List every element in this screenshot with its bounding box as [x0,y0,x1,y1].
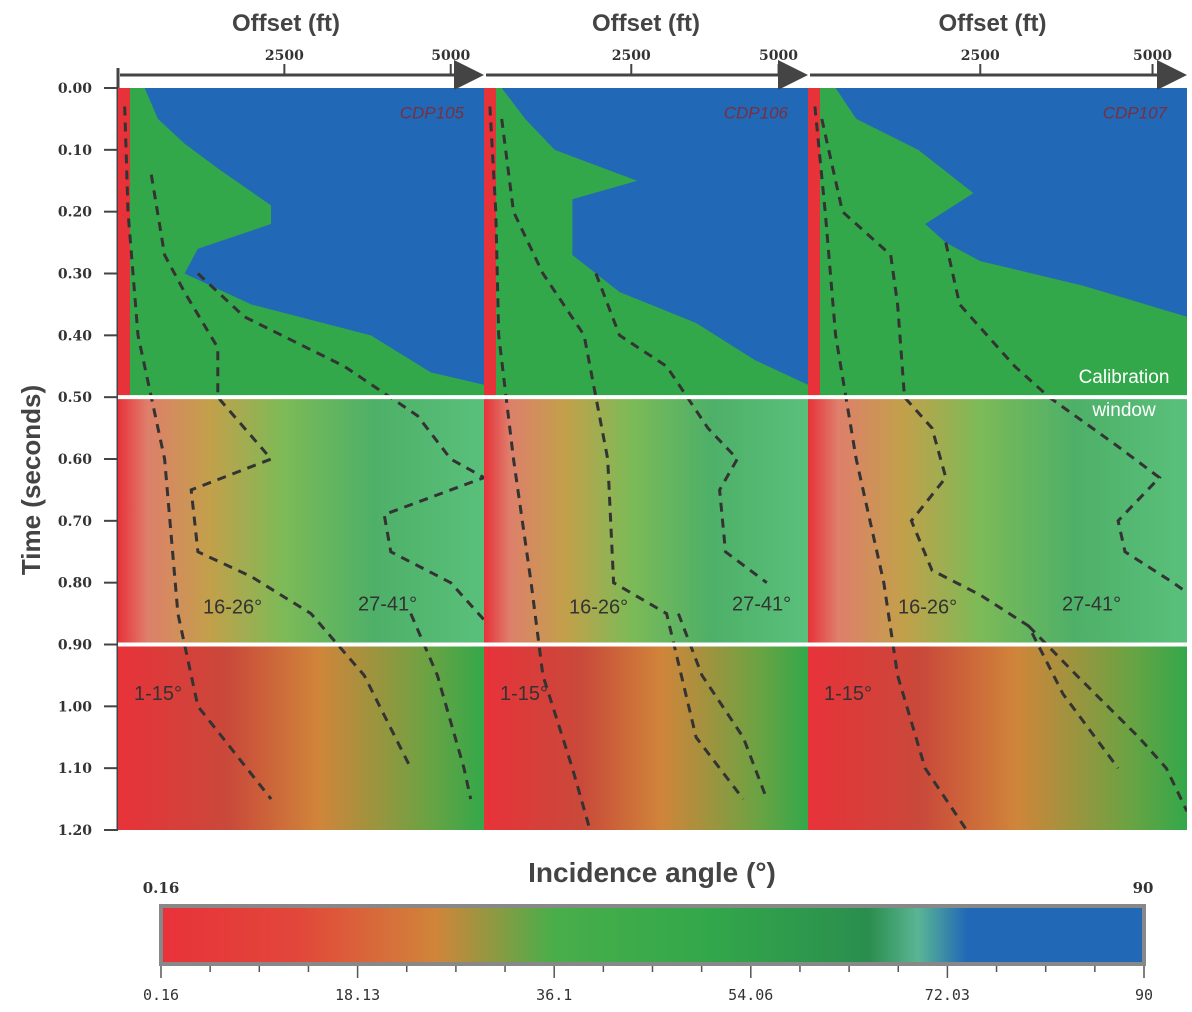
angle-contour [196,272,484,621]
angle-contour [149,174,413,769]
y-tick-label: 1.10 [58,761,92,777]
zone-label: 27-41° [358,593,417,615]
y-tick-label: 0.30 [58,267,92,283]
y-tick-label: 0.90 [58,638,92,654]
calibration-zone-field [484,397,808,645]
colorbar-tick-label: 90 [1135,986,1153,1004]
angle-contour [944,242,1187,595]
y-tick-label: 1.20 [58,823,92,839]
near-offset-stripe [484,88,496,398]
y-tick-label: 0.10 [58,143,92,159]
panel-cdp105: CDP105 1-15° 16-26° 27-41° Offset (ft) 2500 50… [118,10,484,830]
window-label: window [1091,400,1156,421]
zone-label: 16-26° [898,597,957,619]
panel-body [118,88,484,830]
y-tick-label: 0.80 [58,576,92,592]
y-axis-ticks: 0.00 0.10 0.20 0.30 0.40 0.50 0.60 0.70 0.80 0.90… [58,68,120,839]
zone-label: 27-41° [732,593,791,615]
panel-body [484,88,808,830]
panel-cdp107: CDP107 1-15° 16-26° 27-41° Offset (ft) 2500 50… [808,10,1187,830]
colorbar-ticks: 0.16 18.13 36.1 54.06 72.03 90 [143,966,1153,1004]
panel-body [808,88,1187,830]
zone-label: 16-26° [569,597,628,619]
near-offset-stripe [118,88,130,398]
y-tick-label: 0.60 [58,452,92,468]
colorbar-tick-label: 36.1 [536,986,572,1004]
zone-label: 1-15° [134,683,182,705]
angle-contour [1027,624,1187,813]
near-offset-stripe [808,88,820,398]
zone-label: 27-41° [1062,593,1121,615]
x-tick-label: 5000 [431,48,470,64]
x-axis-label: Offset (ft) [232,10,340,37]
large-angle-zone [144,88,484,385]
colorbar-max-label: 90 [1133,879,1154,897]
x-tick-label: 2500 [961,48,1000,64]
panel-cdp106: CDP106 1-15° 16-26° 27-41° Offset (ft) 2500 50… [484,10,808,830]
zone-label: 16-26° [203,597,262,619]
y-tick-label: 1.00 [58,699,92,715]
colorbar-tick-label: 72.03 [925,986,970,1004]
small-angle-zone [484,644,808,830]
calibration-label: Calibration [1079,367,1170,388]
colorbar-min-label: 0.16 [143,879,180,897]
large-angle-zone [835,88,1187,317]
colorbar [159,904,1146,966]
x-tick-label: 2500 [265,48,304,64]
colorbar-tick-label: 54.06 [728,986,773,1004]
zone-label: 1-15° [500,683,548,705]
y-tick-label: 0.50 [58,390,92,406]
colorbar-tick-label: 18.13 [335,986,380,1004]
angle-contour [488,106,592,830]
cdp-label: CDP105 [400,104,465,123]
x-tick-label: 5000 [1133,48,1172,64]
colorbar-tick-label: 0.16 [143,986,179,1004]
large-angle-zone [501,88,808,385]
small-angle-zone [118,644,484,830]
angle-contour [594,272,768,584]
angle-contour [500,118,745,801]
y-tick-label: 0.40 [58,328,92,344]
y-axis-label: Time (seconds) [16,385,46,575]
y-tick-label: 0.20 [58,205,92,221]
y-tick-label: 0.70 [58,514,92,530]
calibration-zone-field [118,397,484,645]
panels: CDP105 1-15° 16-26° 27-41° Offset (ft) 2500 50… [118,10,1187,830]
angle-contour [123,106,273,801]
x-tick-label: 2500 [612,48,651,64]
x-axis-label: Offset (ft) [592,10,700,37]
y-tick-label: 0.00 [58,81,92,97]
cdp-label: CDP107 [1103,104,1168,123]
zone-label: 1-15° [824,683,872,705]
small-angle-zone [808,644,1187,830]
x-tick-label: 5000 [759,48,798,64]
angle-contour [813,106,968,830]
x-axis-label: Offset (ft) [939,10,1047,37]
colorbar-title: Incidence angle (°) [528,857,776,888]
cdp-label: CDP106 [724,104,789,123]
